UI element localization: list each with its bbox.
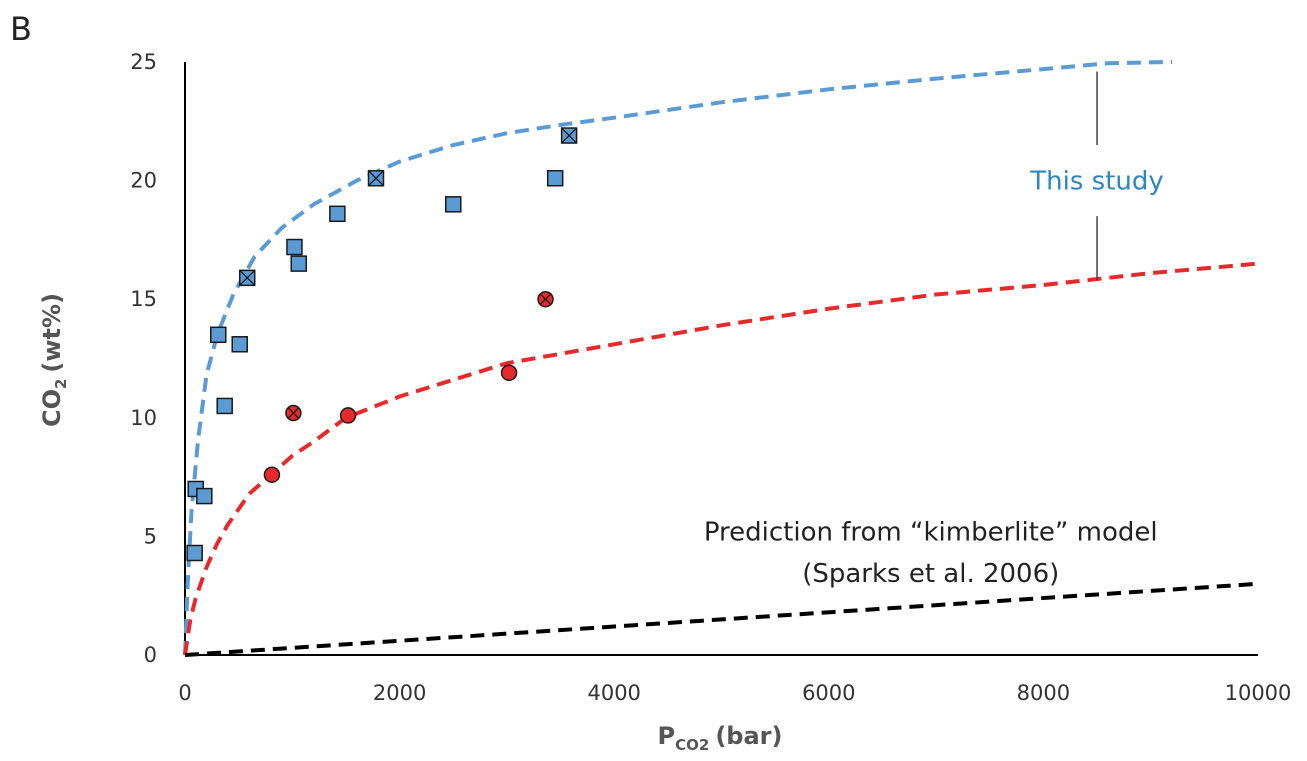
model-curves [183, 60, 1259, 657]
circle-marker [537, 290, 554, 308]
square-marker [560, 127, 578, 144]
data-points [186, 127, 578, 562]
square-marker [546, 169, 564, 187]
x-axis-title: PCO2 (bar) [658, 722, 783, 754]
square-marker [210, 326, 227, 344]
y-tick-label: 20 [130, 169, 157, 193]
y-tick-labels: 0 5 10 15 20 25 [130, 50, 157, 667]
square-marker [367, 169, 385, 187]
square-marker [216, 397, 233, 415]
circle-marker [500, 364, 518, 381]
annotations: This study Prediction from “kimberlite” m… [704, 167, 1164, 590]
x-tick-label: 0 [178, 681, 191, 705]
y-tick-label: 15 [130, 287, 157, 311]
y-tick-label: 10 [130, 406, 157, 430]
square-marker [290, 255, 307, 272]
square-marker [329, 205, 346, 223]
x-axis-title-unit: (bar) [715, 722, 782, 750]
square-marker [186, 544, 203, 562]
square-marker [231, 336, 248, 353]
annotation-2: (Sparks et al. 2006) [802, 559, 1059, 589]
annotation-1: Prediction from “kimberlite” model [704, 518, 1158, 548]
y-tick-label: 0 [144, 643, 157, 667]
x-tick-label: 6000 [802, 681, 855, 705]
circle-marker [339, 407, 357, 424]
x-axis-title-sub: CO2 [675, 736, 709, 754]
annotation-0: This study [1029, 167, 1164, 197]
circle-marker [285, 404, 302, 422]
model-curve-1 [183, 261, 1259, 656]
y-tick-label: 25 [130, 50, 157, 74]
axes [184, 62, 1258, 656]
x-axis-title-main: P [658, 722, 676, 750]
model-curve-2 [184, 581, 1259, 657]
circle-marker [263, 466, 281, 483]
square-marker [286, 238, 303, 256]
x-tick-label: 4000 [587, 681, 640, 705]
square-marker [196, 487, 213, 505]
y-axis-title-main: CO [38, 389, 66, 427]
y-tick-label: 5 [144, 524, 157, 548]
square-marker [445, 196, 462, 213]
y-axis-title: CO2 (wt%) [38, 293, 70, 427]
x-tick-label: 2000 [373, 681, 426, 705]
x-tick-label: 8000 [1017, 681, 1070, 705]
square-marker [238, 269, 256, 287]
y-axis-title-unit: (wt%) [38, 293, 66, 373]
panel-label: B [10, 10, 32, 48]
y-axis-title-sub: 2 [52, 379, 70, 389]
x-tick-labels: 0 2000 4000 6000 8000 10000 [178, 681, 1291, 705]
x-tick-label: 10000 [1225, 681, 1292, 705]
